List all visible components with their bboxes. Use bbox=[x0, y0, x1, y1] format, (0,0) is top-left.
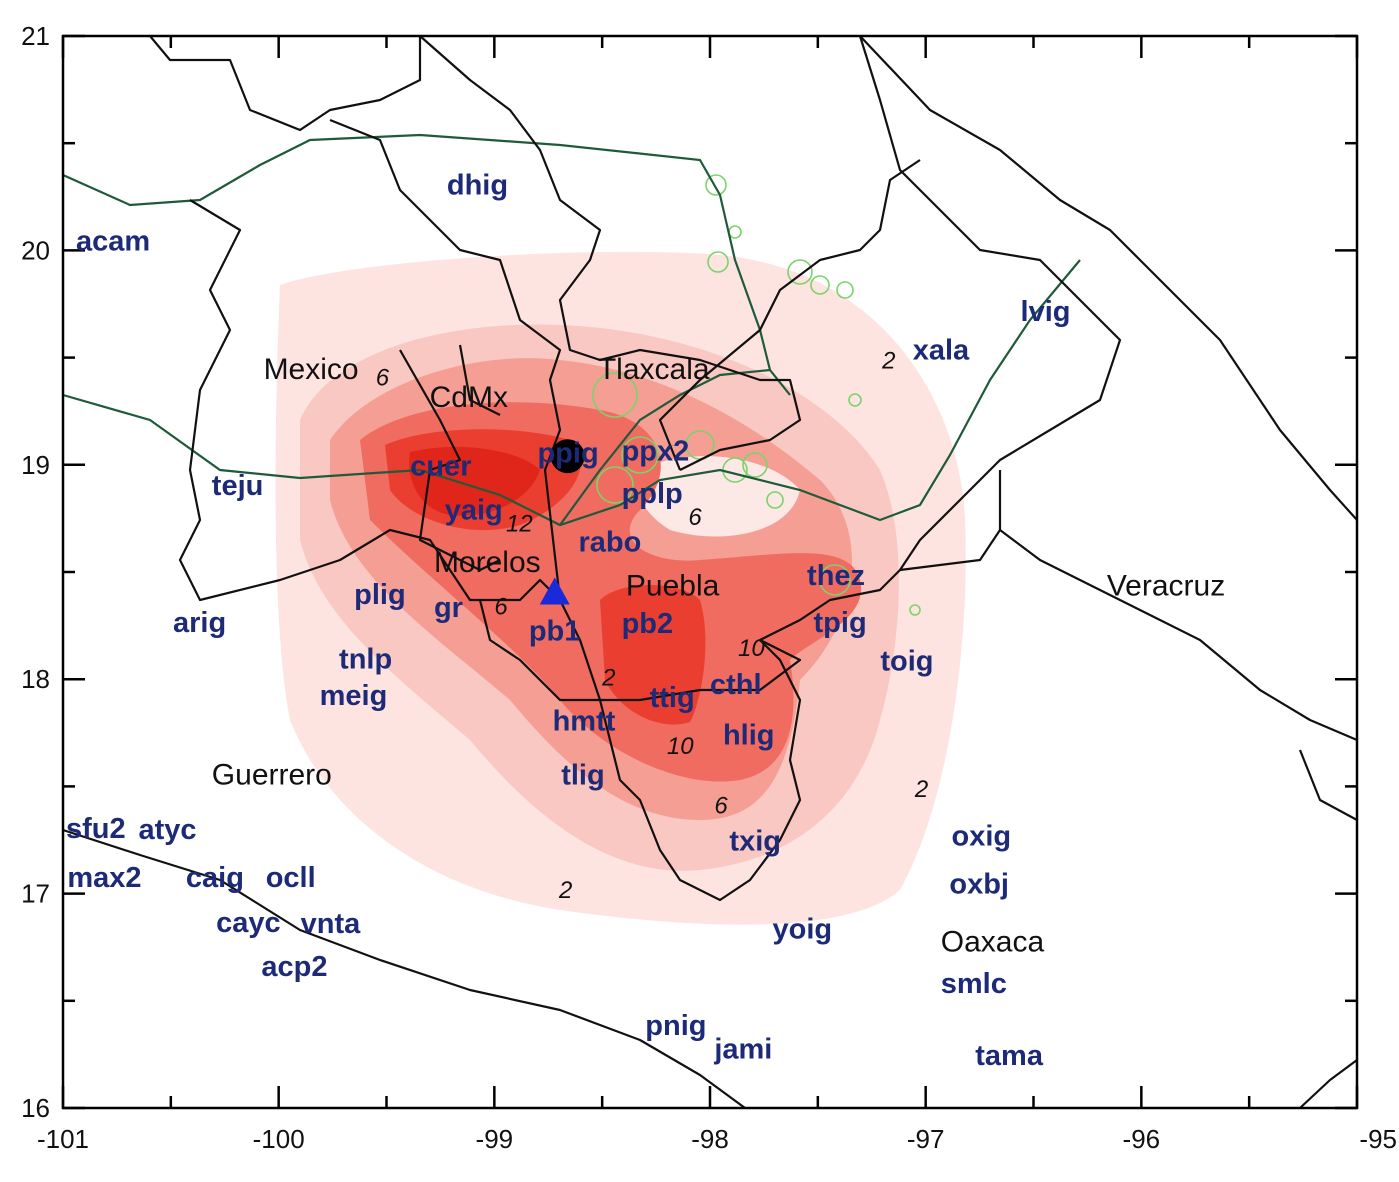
station-label: pb2 bbox=[622, 608, 674, 640]
region-label: Puebla bbox=[626, 570, 720, 603]
station-label: dhig bbox=[447, 170, 508, 202]
station-label: jami bbox=[713, 1034, 772, 1066]
region-label: CdMx bbox=[430, 381, 508, 414]
station-label: lvig bbox=[1021, 296, 1071, 328]
contour-label: 6 bbox=[688, 504, 702, 531]
region-label: Mexico bbox=[264, 353, 359, 386]
station-label: ttig bbox=[650, 682, 695, 714]
station-label: meig bbox=[320, 680, 388, 712]
contour-label: 6 bbox=[714, 792, 728, 819]
y-tick-label: 21 bbox=[21, 21, 50, 51]
contour-label: 10 bbox=[738, 635, 765, 662]
station-label: xala bbox=[913, 335, 970, 367]
station-label: gr bbox=[434, 592, 463, 624]
station-label: teju bbox=[212, 470, 264, 502]
contour-label: 10 bbox=[667, 733, 694, 760]
contour-label: 2 bbox=[601, 665, 615, 692]
contour-label: 2 bbox=[914, 776, 928, 803]
y-tick-label: 17 bbox=[21, 879, 50, 909]
station-label: pnig bbox=[645, 1010, 706, 1042]
station-label: ppig bbox=[537, 438, 598, 470]
x-axis-tick-labels: -101 -100 -99 -98 -97 -96 -95 bbox=[37, 1124, 1397, 1154]
x-tick-label: -97 bbox=[907, 1124, 945, 1154]
x-tick-label: -96 bbox=[1123, 1124, 1161, 1154]
station-label: atyc bbox=[138, 814, 196, 846]
station-label: cuer bbox=[410, 451, 471, 483]
station-label: cayc bbox=[216, 907, 281, 939]
station-label: oxbj bbox=[949, 869, 1009, 901]
station-label: toig bbox=[880, 646, 933, 678]
contour-label: 12 bbox=[506, 510, 533, 537]
epicenter-marker bbox=[550, 439, 585, 474]
contour-label: 6 bbox=[494, 594, 508, 621]
station-label: oxig bbox=[952, 821, 1012, 853]
x-tick-label: -99 bbox=[476, 1124, 514, 1154]
region-label: Veracruz bbox=[1107, 570, 1225, 603]
region-label: Morelos bbox=[434, 546, 541, 579]
station-label: hmtt bbox=[553, 706, 616, 738]
x-tick-label: -98 bbox=[691, 1124, 729, 1154]
station-triangle-marker bbox=[539, 577, 570, 605]
station-label: pplp bbox=[622, 478, 683, 510]
station-label: yoig bbox=[773, 914, 833, 946]
station-label: tpig bbox=[814, 607, 867, 639]
station-label: acam bbox=[76, 225, 150, 257]
y-axis-tick-labels: 21 20 19 18 17 16 bbox=[21, 21, 50, 1123]
axis-ticks bbox=[61, 34, 1359, 1110]
station-label: yaig bbox=[445, 494, 503, 526]
station-label: arig bbox=[173, 607, 226, 639]
station-label: txig bbox=[729, 826, 781, 858]
station-label: thez bbox=[807, 560, 865, 592]
station-label: rabo bbox=[578, 527, 641, 559]
region-label: Guerrero bbox=[212, 758, 332, 791]
contour-label: 6 bbox=[376, 364, 390, 391]
station-label: pb1 bbox=[529, 616, 581, 648]
y-tick-label: 20 bbox=[21, 235, 50, 265]
y-tick-label: 19 bbox=[21, 450, 50, 480]
y-tick-label: 16 bbox=[21, 1093, 50, 1123]
station-labels: dhig acam lvig xala teju cuer yaig ppig ppx2 pplp… bbox=[66, 170, 1071, 1072]
region-label: Oaxaca bbox=[941, 925, 1045, 958]
station-label: hlig bbox=[723, 720, 775, 752]
state-borders bbox=[62, 35, 1358, 1109]
station-label: ocll bbox=[266, 862, 316, 894]
station-label: cthl bbox=[710, 669, 762, 701]
station-label: caig bbox=[186, 862, 244, 894]
station-label: max2 bbox=[67, 862, 141, 894]
station-label: acp2 bbox=[261, 951, 327, 983]
contour-label: 2 bbox=[558, 877, 572, 904]
station-label: tlig bbox=[561, 759, 605, 791]
station-label: vnta bbox=[301, 908, 362, 940]
region-labels: Mexico CdMx Tlaxcala Morelos Puebla Veracruz G… bbox=[212, 353, 1225, 958]
y-tick-label: 18 bbox=[21, 664, 50, 694]
contour-label: 2 bbox=[881, 347, 895, 374]
contour-labels: 6 12 6 6 2 10 10 6 2 2 2 bbox=[376, 347, 929, 904]
station-label: plig bbox=[354, 579, 406, 611]
station-label: tnlp bbox=[339, 643, 392, 675]
station-label: tama bbox=[975, 1040, 1044, 1072]
station-label: ppx2 bbox=[622, 436, 690, 468]
station-label: smlc bbox=[941, 968, 1007, 1000]
x-tick-label: -101 bbox=[37, 1124, 89, 1154]
station-label: sfu2 bbox=[66, 813, 126, 845]
x-tick-label: -95 bbox=[1359, 1124, 1397, 1154]
region-label: Tlaxcala bbox=[598, 353, 710, 386]
x-tick-label: -100 bbox=[253, 1124, 305, 1154]
contour-10b bbox=[600, 585, 706, 725]
